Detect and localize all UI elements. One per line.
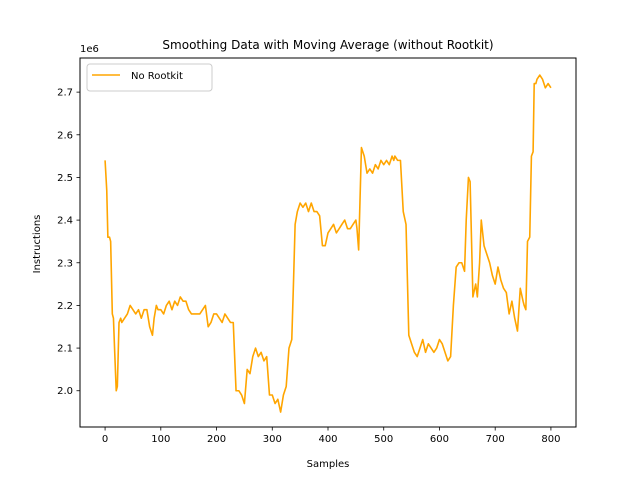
y-tick-label: 2.4 — [57, 216, 73, 227]
x-tick-label: 200 — [207, 434, 226, 445]
legend-label-no-rootkit: No Rootkit — [131, 71, 183, 82]
y-ticks: 2.0 2.1 2.2 2.3 2.4 2.5 2.6 2.7 — [57, 88, 80, 397]
x-tick-label: 300 — [263, 434, 282, 445]
y-tick-label: 2.7 — [57, 88, 73, 99]
x-tick-label: 500 — [374, 434, 393, 445]
x-tick-label: 700 — [486, 434, 505, 445]
x-tick-label: 100 — [151, 434, 170, 445]
y-tick-label: 2.1 — [57, 344, 73, 355]
x-axis-label: Samples — [307, 459, 350, 470]
y-offset-label: 1e6 — [80, 44, 99, 55]
x-tick-label: 0 — [102, 434, 108, 445]
x-tick-label: 800 — [541, 434, 560, 445]
x-ticks: 0 100 200 300 400 500 600 700 800 — [102, 427, 560, 445]
y-axis-label: Instructions — [32, 215, 43, 274]
x-tick-label: 600 — [430, 434, 449, 445]
x-tick-label: 400 — [318, 434, 337, 445]
y-tick-label: 2.6 — [57, 130, 73, 141]
series-layer — [104, 74, 552, 413]
y-tick-label: 2.0 — [57, 386, 73, 397]
y-tick-label: 2.5 — [57, 173, 73, 184]
series-line-no-rootkit — [104, 74, 552, 413]
y-tick-label: 2.2 — [57, 301, 73, 312]
legend: No Rootkit — [86, 63, 213, 92]
legend-box — [86, 63, 213, 92]
y-tick-label: 2.3 — [57, 258, 73, 269]
chart-title: Smoothing Data with Moving Average (with… — [162, 38, 493, 52]
